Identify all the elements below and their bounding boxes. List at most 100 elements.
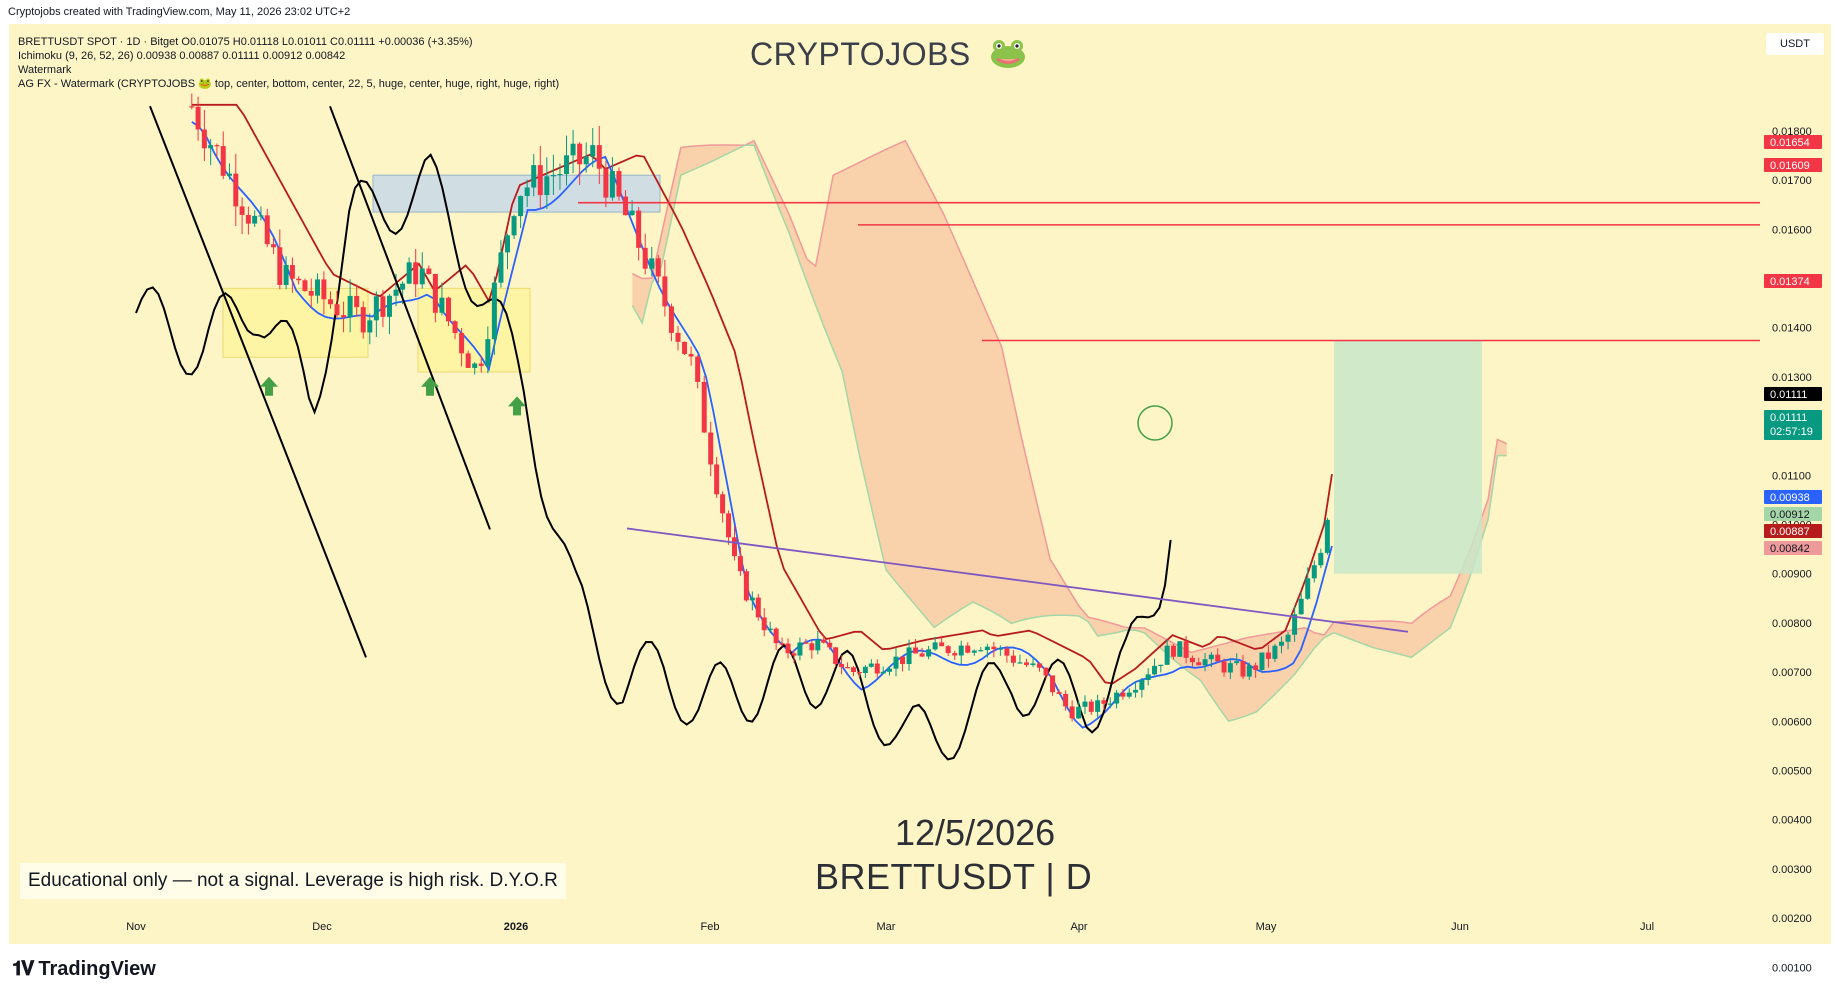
annotation-date: 12/5/2026 <box>895 812 1056 853</box>
tradingview-logo-icon: 𝟏𝐕 <box>12 958 34 980</box>
candle-body <box>1088 701 1094 712</box>
candle-body <box>195 106 201 130</box>
candle-body <box>360 307 366 333</box>
candle-body <box>308 290 314 296</box>
candle-body <box>856 671 862 674</box>
candle-body <box>726 513 732 538</box>
candle-body <box>321 279 327 300</box>
candle-body <box>1170 645 1176 657</box>
price-label-bg <box>1764 274 1822 288</box>
candle-body <box>880 671 886 674</box>
candle-body <box>1063 693 1069 707</box>
y-tick-label: 0.00200 <box>1772 913 1812 925</box>
candle-body <box>393 289 399 296</box>
candle-body <box>893 656 899 669</box>
watermark: CRYPTOJOBS <box>750 36 1028 73</box>
candle-body <box>821 639 827 643</box>
candle-body <box>459 333 465 354</box>
legend-ichimoku[interactable]: Ichimoku (9, 26, 52, 26) 0.00938 0.00887… <box>18 50 346 62</box>
candle-body <box>289 265 295 279</box>
watermark-text: CRYPTOJOBS <box>750 36 971 72</box>
candle-body <box>1030 663 1036 666</box>
candle-body <box>761 617 767 631</box>
candle-body <box>1056 692 1062 694</box>
candle-body <box>570 143 576 156</box>
y-tick-label: 0.00900 <box>1772 569 1812 581</box>
candle-body <box>590 145 596 157</box>
candle-body <box>932 642 938 650</box>
candle-body <box>1202 659 1208 666</box>
candles <box>189 93 1330 722</box>
candle-body <box>347 295 353 318</box>
candle-body <box>629 210 635 216</box>
candle-body <box>809 643 815 651</box>
candle-body <box>264 215 270 245</box>
candle-body <box>616 171 622 197</box>
candle-body <box>550 175 556 177</box>
up-arrow-icon <box>260 376 278 396</box>
candle-body <box>839 663 845 668</box>
candle-body <box>913 647 919 654</box>
legend-watermark[interactable]: Watermark <box>18 64 72 76</box>
x-tick-label: Jun <box>1451 921 1469 933</box>
currency-selector[interactable]: USDT <box>1766 33 1824 55</box>
y-tick-label: 0.01600 <box>1772 224 1812 236</box>
candle-body <box>432 274 438 313</box>
candle-body <box>1221 661 1227 673</box>
candle-body <box>1037 663 1043 668</box>
tradingview-logo-text: TradingView <box>38 958 156 980</box>
candle-body <box>386 295 392 317</box>
candle-body <box>1234 661 1240 664</box>
candle-body <box>1177 641 1183 657</box>
price-label: 0.01609 <box>1770 160 1810 172</box>
candle-body <box>603 168 609 198</box>
candle-body <box>695 356 701 382</box>
candle-body <box>214 145 220 147</box>
candle-body <box>906 647 912 665</box>
chart-legend: BRETTUSDT SPOT · 1D · Bitget O0.01075 H0… <box>18 35 559 91</box>
tradingview-brand[interactable]: 𝟏𝐕 TradingView <box>12 958 156 981</box>
ichimoku-cloud <box>631 139 1508 722</box>
candle-body <box>1114 692 1120 704</box>
candle-body <box>1145 674 1151 680</box>
price-label-bg <box>1764 410 1822 440</box>
candle-body <box>1158 664 1164 667</box>
candle-body <box>227 173 233 176</box>
candle-body <box>714 464 720 495</box>
candle-body <box>1107 703 1113 705</box>
candle-body <box>827 642 833 648</box>
candle-body <box>731 537 737 557</box>
candle-body <box>283 265 289 285</box>
legend-symbol[interactable]: BRETTUSDT SPOT · 1D · Bitget O0.01075 H0… <box>18 36 473 48</box>
candle-body <box>688 353 694 357</box>
candle-body <box>845 667 851 669</box>
candle-body <box>1196 662 1202 666</box>
candle-body <box>791 653 797 656</box>
candle-body <box>1152 665 1158 675</box>
y-tick-label: 0.00400 <box>1772 815 1812 827</box>
candle-body <box>1278 641 1284 646</box>
candle-body <box>220 146 226 176</box>
candle-body <box>334 304 340 316</box>
price-label: 0.00912 <box>1770 509 1810 521</box>
candle-body <box>252 215 258 224</box>
y-tick-label: 0.00700 <box>1772 667 1812 679</box>
chikou-span <box>135 153 1172 761</box>
candle-body <box>708 432 714 465</box>
candle-body <box>491 282 497 340</box>
candle-body <box>1126 692 1132 697</box>
candle-body <box>862 666 868 674</box>
candle-body <box>277 247 283 285</box>
candle-body <box>583 156 589 165</box>
candle-body <box>1285 634 1291 642</box>
legend-agfx[interactable]: AG FX - Watermark (CRYPTOJOBS 🐸 top, cen… <box>18 78 560 90</box>
candle-body <box>945 646 951 654</box>
candle-body <box>1164 645 1170 665</box>
candle-body <box>874 663 880 674</box>
candle-body <box>815 639 821 651</box>
candle-body <box>1272 645 1278 659</box>
candle-body <box>833 647 839 664</box>
candle-body <box>971 650 977 653</box>
candle-body <box>419 268 425 285</box>
